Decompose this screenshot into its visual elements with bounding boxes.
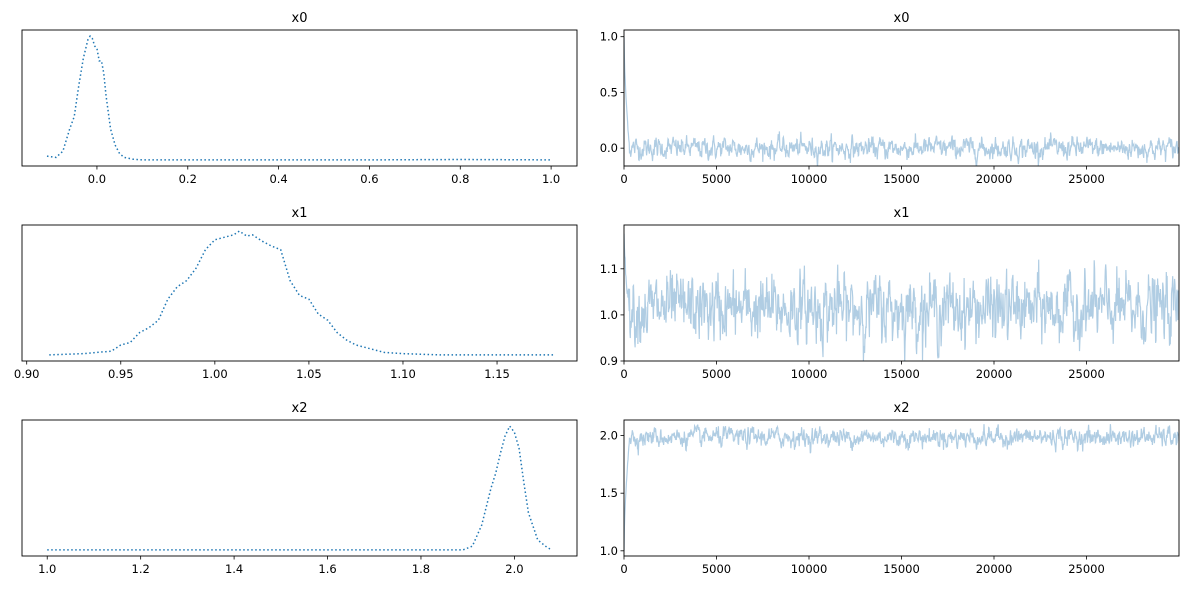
x-tick-label: 5000 bbox=[702, 367, 731, 381]
x-tick-label: 0.0 bbox=[88, 172, 106, 186]
x-tick-label: 1.10 bbox=[390, 367, 416, 381]
y-tick-label: 0.0 bbox=[600, 141, 618, 155]
panel-title: x2 bbox=[292, 401, 308, 416]
panel-title: x2 bbox=[894, 401, 910, 416]
panel-kde-x1: x1 0.90 0.95 1.00 1.05 1.10 1.15 bbox=[14, 206, 578, 381]
x-tick-label: 1.2 bbox=[132, 562, 150, 576]
kde-curve bbox=[47, 424, 553, 551]
y-tick-label: 0.9 bbox=[600, 354, 618, 368]
panel-title: x1 bbox=[292, 206, 308, 221]
x-tick-label: 15000 bbox=[883, 172, 920, 186]
y-tick-label: 2.0 bbox=[600, 429, 618, 443]
x-tick-label: 1.0 bbox=[542, 172, 560, 186]
axes-frame bbox=[623, 224, 1180, 362]
trace-line bbox=[624, 423, 1179, 551]
x-tick-label: 10000 bbox=[791, 367, 828, 381]
panel-kde-x0: x0 0.0 0.2 0.4 0.6 0.8 1.0 bbox=[21, 11, 578, 186]
x-tick-label: 5000 bbox=[702, 562, 731, 576]
panel-trace-x0: x0 0.0 0.5 1.0 0 5000 10000 15000 20000 25000 bbox=[600, 11, 1180, 186]
axes-frame bbox=[623, 419, 1180, 557]
y-tick-label: 1.0 bbox=[600, 30, 618, 44]
x-tick-label: 1.15 bbox=[484, 367, 510, 381]
x-tick-label: 0 bbox=[620, 562, 627, 576]
y-tick-label: 0.5 bbox=[600, 85, 618, 99]
x-tick-label: 20000 bbox=[976, 172, 1013, 186]
x-tick-label: 1.8 bbox=[412, 562, 430, 576]
panel-title: x1 bbox=[894, 206, 910, 221]
x-tick-label: 0 bbox=[620, 172, 627, 186]
x-tick-label: 0.90 bbox=[14, 367, 40, 381]
panel-kde-x2: x2 1.0 1.2 1.4 1.6 1.8 2.0 bbox=[21, 401, 578, 576]
kde-curve bbox=[46, 34, 552, 161]
y-tick-label: 1.0 bbox=[600, 308, 618, 322]
x-tick-label: 0.6 bbox=[360, 172, 378, 186]
x-tick-label: 0.8 bbox=[451, 172, 469, 186]
x-tick-label: 15000 bbox=[883, 562, 920, 576]
y-tick-label: 1.5 bbox=[600, 486, 618, 500]
x-tick-label: 1.00 bbox=[202, 367, 228, 381]
x-tick-label: 1.4 bbox=[225, 562, 243, 576]
x-tick-label: 10000 bbox=[791, 562, 828, 576]
axes-frame bbox=[623, 29, 1180, 167]
y-tick-label: 1.1 bbox=[600, 262, 618, 276]
x-tick-label: 20000 bbox=[976, 367, 1013, 381]
x-tick-label: 25000 bbox=[1068, 172, 1105, 186]
panel-trace-x2: x2 1.0 1.5 2.0 0 5000 10000 15000 20000 25000 bbox=[600, 401, 1180, 576]
axes-frame bbox=[21, 224, 578, 362]
panel-trace-x1: x1 0.9 1.0 1.1 0 5000 10000 15000 20000 25000 bbox=[600, 206, 1180, 381]
axes-frame bbox=[21, 419, 578, 557]
x-tick-label: 20000 bbox=[976, 562, 1013, 576]
x-tick-label: 1.05 bbox=[296, 367, 322, 381]
y-tick-label: 1.0 bbox=[600, 544, 618, 558]
kde-curve bbox=[49, 230, 554, 356]
x-tick-label: 25000 bbox=[1068, 562, 1105, 576]
x-tick-label: 15000 bbox=[883, 367, 920, 381]
axes-frame bbox=[21, 29, 578, 167]
x-tick-label: 25000 bbox=[1068, 367, 1105, 381]
x-tick-label: 0.95 bbox=[108, 367, 134, 381]
trace-line bbox=[624, 37, 1179, 166]
panel-title: x0 bbox=[894, 11, 910, 26]
trace-line bbox=[624, 233, 1179, 361]
x-tick-label: 2.0 bbox=[505, 562, 523, 576]
x-tick-label: 1.6 bbox=[318, 562, 336, 576]
x-tick-label: 0.4 bbox=[269, 172, 287, 186]
panel-title: x0 bbox=[292, 11, 308, 26]
x-tick-label: 1.0 bbox=[38, 562, 56, 576]
x-tick-label: 10000 bbox=[791, 172, 828, 186]
x-tick-label: 5000 bbox=[702, 172, 731, 186]
x-tick-label: 0 bbox=[620, 367, 627, 381]
x-tick-label: 0.2 bbox=[179, 172, 197, 186]
